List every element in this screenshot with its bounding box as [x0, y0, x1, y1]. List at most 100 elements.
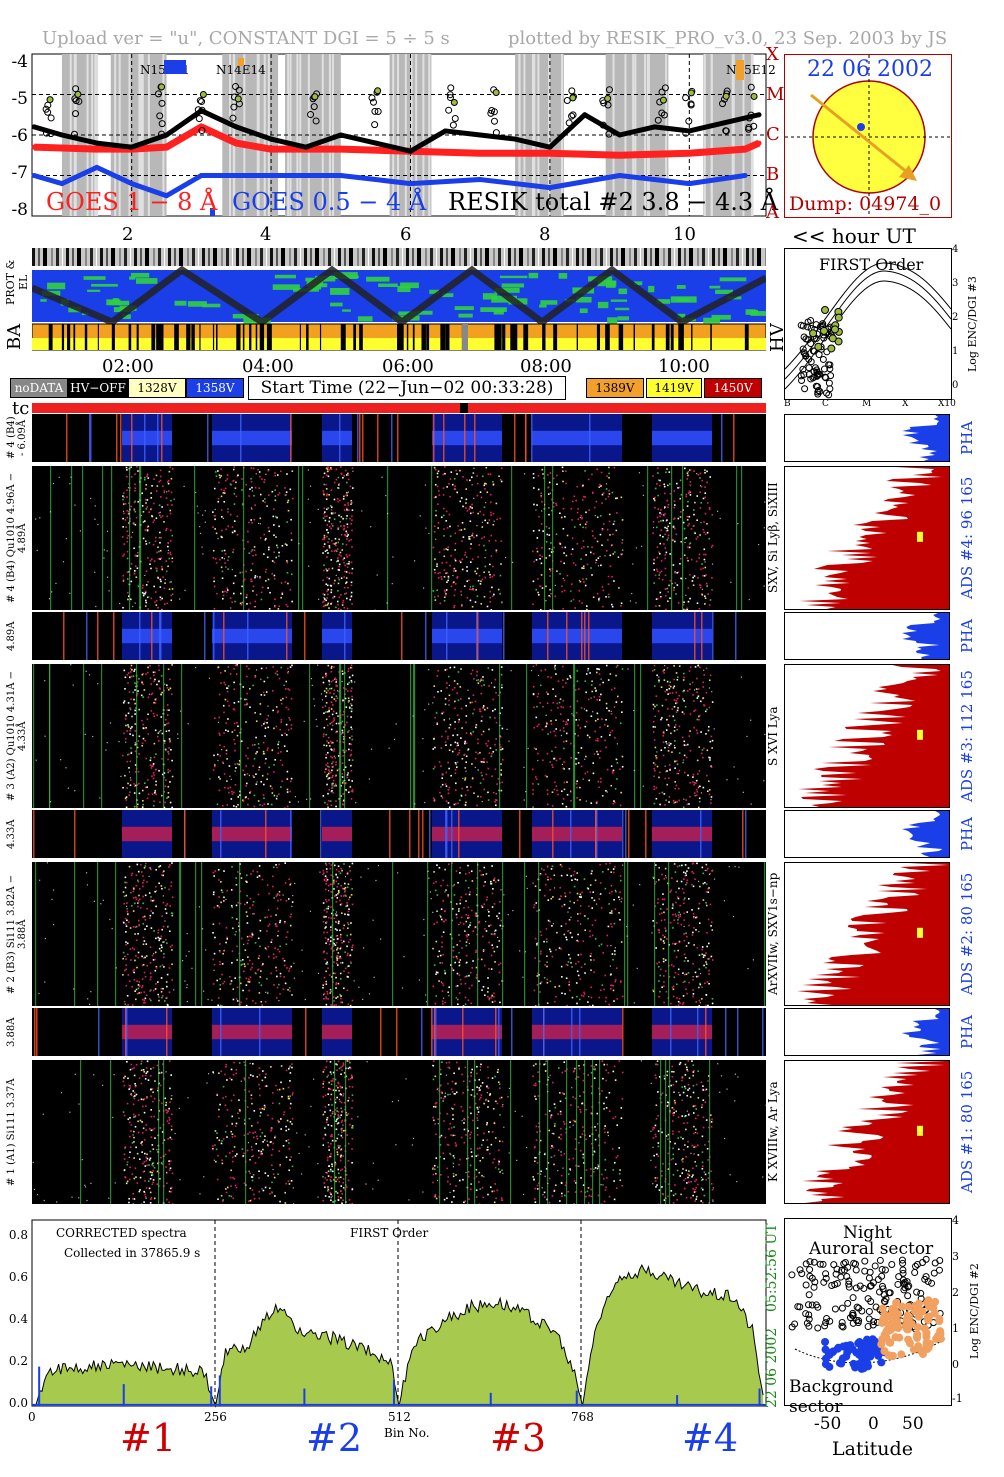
- prot-green-mark: [416, 310, 433, 315]
- ba-mark: [406, 324, 409, 350]
- count-dot: [142, 885, 144, 888]
- count-dot: [277, 934, 279, 937]
- count-dot: [234, 743, 236, 745]
- noise-dot: [35, 518, 37, 520]
- noise-dot: [485, 502, 487, 504]
- noise-dot: [570, 590, 572, 592]
- count-dot: [334, 579, 336, 582]
- count-dot: [266, 721, 268, 724]
- count-dot: [129, 598, 132, 601]
- count-dot: [667, 534, 670, 537]
- count-dot: [160, 987, 163, 990]
- count-dot: [125, 796, 128, 798]
- count-dot: [220, 901, 222, 904]
- count-dot: [132, 926, 135, 928]
- count-dot: [532, 603, 534, 606]
- noise-dot: [310, 677, 313, 680]
- eclipse-gap: [644, 54, 647, 216]
- count-dot: [677, 602, 680, 604]
- count-dot: [615, 512, 618, 514]
- count-dot: [653, 582, 655, 584]
- resik-point: [745, 125, 753, 133]
- count-dot: [134, 902, 136, 905]
- count-dot: [340, 466, 342, 468]
- count-dot: [676, 584, 679, 586]
- count-dot: [217, 500, 220, 503]
- count-dot: [350, 798, 353, 800]
- goes-point: [721, 120, 727, 126]
- count-dot: [327, 475, 330, 478]
- count-dot: [340, 525, 342, 527]
- count-dot: [231, 601, 234, 604]
- count-dot: [221, 761, 224, 764]
- count-dot: [216, 592, 218, 595]
- noise-dot: [594, 514, 596, 517]
- count-dot: [332, 710, 335, 713]
- count-dot: [586, 605, 588, 607]
- count-dot: [290, 913, 292, 916]
- count-dot: [621, 553, 624, 555]
- count-dot: [258, 769, 260, 771]
- count-dot: [559, 512, 561, 515]
- count-dot: [439, 791, 441, 794]
- count-dot: [348, 729, 350, 732]
- count-dot: [671, 751, 673, 753]
- count-streak: [741, 466, 743, 610]
- count-dot: [330, 917, 333, 919]
- count-dot: [213, 906, 216, 909]
- count-dot: [351, 888, 353, 890]
- eclipse-gap: [141, 54, 144, 216]
- count-dot: [621, 668, 624, 670]
- count-dot: [323, 878, 326, 881]
- count-dot: [698, 553, 701, 556]
- count-dot: [575, 782, 578, 785]
- resik-point: [449, 121, 457, 129]
- count-dot: [277, 710, 280, 712]
- count-dot: [486, 605, 489, 608]
- count-dot: [150, 567, 152, 570]
- start-time: Start Time (22−Jun−02 00:33:28): [248, 376, 566, 400]
- count-dot: [703, 704, 705, 706]
- count-dot: [153, 756, 156, 759]
- count-dot: [468, 579, 470, 582]
- count-dot: [236, 533, 239, 536]
- count-dot: [343, 863, 345, 865]
- count-dot: [335, 894, 338, 896]
- count-dot: [676, 571, 678, 574]
- noise-dot: [74, 790, 76, 792]
- legend-1419v: 1419V: [646, 378, 702, 398]
- count-dot: [236, 734, 239, 737]
- count-dot: [443, 589, 446, 592]
- count-dot: [464, 741, 466, 743]
- count-dot: [619, 768, 621, 771]
- count-dot: [455, 803, 457, 805]
- count-dot: [698, 608, 701, 610]
- count-dot: [213, 764, 216, 766]
- count-dot: [155, 474, 158, 477]
- count-dot: [170, 491, 173, 494]
- count-dot: [145, 488, 147, 491]
- count-dot: [236, 959, 239, 961]
- count-dot: [350, 503, 352, 505]
- count-dot: [323, 690, 326, 692]
- noise-dot: [737, 778, 739, 780]
- count-dot: [698, 797, 701, 800]
- count-dot: [476, 674, 478, 677]
- noise-dot: [334, 512, 336, 514]
- count-dot: [276, 894, 279, 896]
- noise-dot: [424, 484, 427, 486]
- count-dot: [456, 577, 458, 579]
- count-dot: [445, 561, 448, 564]
- count-dot: [326, 711, 329, 713]
- count-dot: [157, 931, 159, 934]
- count-dot: [334, 944, 337, 946]
- noise-dot: [318, 598, 320, 600]
- noise-dot: [361, 510, 363, 512]
- count-dot: [590, 802, 593, 804]
- goes-point: [59, 132, 65, 138]
- count-dot: [461, 787, 463, 790]
- noise-dot: [311, 684, 313, 686]
- count-dot: [251, 744, 254, 746]
- noise-dot: [308, 565, 310, 567]
- count-dot: [586, 521, 588, 523]
